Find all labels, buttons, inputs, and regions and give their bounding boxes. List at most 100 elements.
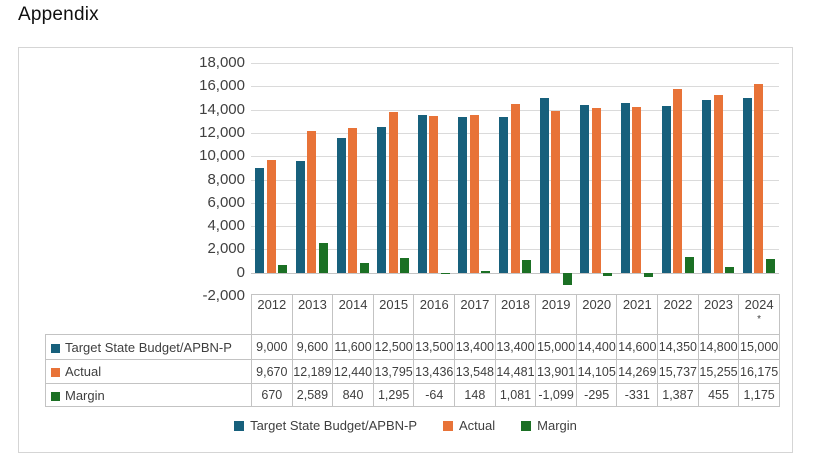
table-value-cell: 12,440 <box>332 359 374 384</box>
bar <box>551 110 561 273</box>
page-title: Appendix <box>18 4 99 25</box>
y-axis-tick-label: 6,000 <box>207 193 245 211</box>
bar <box>510 104 520 273</box>
table-value-cell: 12,189 <box>291 359 334 384</box>
table-value-cell: 13,400 <box>454 334 496 360</box>
bar <box>440 272 450 274</box>
table-value-cell: 15,000 <box>738 334 780 360</box>
table-value-cell: 14,481 <box>494 359 537 384</box>
y-axis-tick-label: 0 <box>236 263 245 281</box>
table-value-cell: 13,436 <box>413 359 456 384</box>
chart-card[interactable]: Target State Budget/APBN-P Actual Margin 1… <box>18 47 793 453</box>
table-year-header: 2014 <box>332 294 374 335</box>
table-year-header: 2016 <box>413 294 456 335</box>
table-value-cell: 16,175 <box>738 359 780 384</box>
y-axis-tick-label: 8,000 <box>207 170 245 188</box>
y-axis-tick-label: -2,000 <box>202 287 245 304</box>
bar <box>643 272 653 277</box>
bar <box>336 137 346 273</box>
table-value-cell: -295 <box>575 383 618 407</box>
table-value-cell: -1,099 <box>535 383 577 407</box>
bar <box>377 127 387 273</box>
table-value-cell: -64 <box>413 383 456 407</box>
bar <box>725 267 735 273</box>
legend-item: Target State Budget/APBN-P <box>234 418 417 433</box>
table-year-header: 2021 <box>616 294 659 335</box>
table-year-header: 2015 <box>372 294 415 335</box>
bar <box>499 116 508 273</box>
table-year-header: 2019 <box>535 294 577 335</box>
table-value-cell: 1,081 <box>494 383 537 407</box>
y-axis-tick-label: 10,000 <box>199 147 245 165</box>
bar <box>673 89 682 273</box>
table-value-cell: 14,105 <box>575 359 618 384</box>
bar <box>469 114 479 273</box>
bar <box>429 116 439 273</box>
gridline <box>251 86 779 88</box>
table-value-cell: 13,500 <box>413 334 456 360</box>
bar <box>458 116 468 273</box>
series-color-swatch-icon <box>51 368 60 377</box>
table-year-header: 2024 * <box>738 294 780 335</box>
bar <box>713 95 723 273</box>
table-value-cell: 9,600 <box>291 334 334 360</box>
y-axis-tick-label: 12,000 <box>199 123 245 141</box>
bar <box>400 257 410 273</box>
legend-item: Actual <box>443 418 495 433</box>
bar <box>661 105 671 273</box>
table-value-cell: 1,295 <box>372 383 415 407</box>
table-row-label: Target State Budget/APBN-P <box>45 334 252 360</box>
bar <box>255 167 265 273</box>
table-value-cell: 9,670 <box>251 359 293 384</box>
y-axis-tick-label: 16,000 <box>199 77 245 95</box>
y-axis-tick-label: 2,000 <box>207 240 245 258</box>
table-row: Actual 9,670 12,189 12,440 13,795 13,436 13,54… <box>45 359 780 384</box>
bar <box>307 130 317 273</box>
legend-label: Margin <box>537 418 577 433</box>
y-axis-tick-label: 18,000 <box>199 54 245 71</box>
table-value-cell: 1,387 <box>657 383 699 407</box>
legend-label: Actual <box>459 418 496 433</box>
table-value-cell: 14,600 <box>616 334 659 360</box>
table-year-header: 2022 <box>657 294 699 335</box>
table-value-cell: 12,500 <box>372 334 415 360</box>
table-value-cell: 15,255 <box>697 359 740 384</box>
bar <box>417 115 427 273</box>
table-value-cell: 148 <box>454 383 496 407</box>
bar <box>348 127 357 273</box>
bar <box>522 260 531 273</box>
bar <box>318 242 328 273</box>
table-year-header: 2023 <box>697 294 740 335</box>
table-value-cell: 14,269 <box>616 359 659 384</box>
table-year-header: 2020 <box>575 294 618 335</box>
table-year-header: 2017 <box>454 294 496 335</box>
table-row: Target State Budget/APBN-P 9,000 9,600 11,6… <box>45 334 780 360</box>
table-value-cell: 15,737 <box>657 359 699 384</box>
bar <box>632 106 642 273</box>
table-year-header: 2018 <box>494 294 537 335</box>
chart-legend: Target State Budget/APBN-P Actual Margin <box>19 418 792 433</box>
table-year-header: 2012 <box>251 294 293 335</box>
legend-color-swatch-icon <box>443 420 454 431</box>
table-value-cell: -331 <box>616 383 659 407</box>
bar <box>580 104 590 273</box>
table-value-cell: 455 <box>697 383 740 407</box>
bar <box>591 108 601 273</box>
bar <box>388 112 398 273</box>
y-axis-tick-label: 4,000 <box>207 217 245 235</box>
table-row-label: Margin <box>45 383 252 407</box>
table-value-cell: 1,175 <box>738 383 780 407</box>
table-value-cell: 14,800 <box>697 334 740 360</box>
bar <box>603 272 613 277</box>
table-value-cell: 2,589 <box>291 383 334 407</box>
table-value-cell: 15,000 <box>535 334 577 360</box>
bar <box>620 102 630 273</box>
table-value-cell: 13,548 <box>454 359 496 384</box>
table-corner-cell <box>46 295 252 335</box>
table-year-header: 2013 <box>291 294 334 335</box>
bar <box>562 272 572 286</box>
table-value-cell: 13,901 <box>535 359 577 384</box>
table-value-cell: 11,600 <box>332 334 374 360</box>
chart-data-table: 2012 2013 2014 2015 2016 2017 2018 2019 2020 2021… <box>45 294 780 407</box>
